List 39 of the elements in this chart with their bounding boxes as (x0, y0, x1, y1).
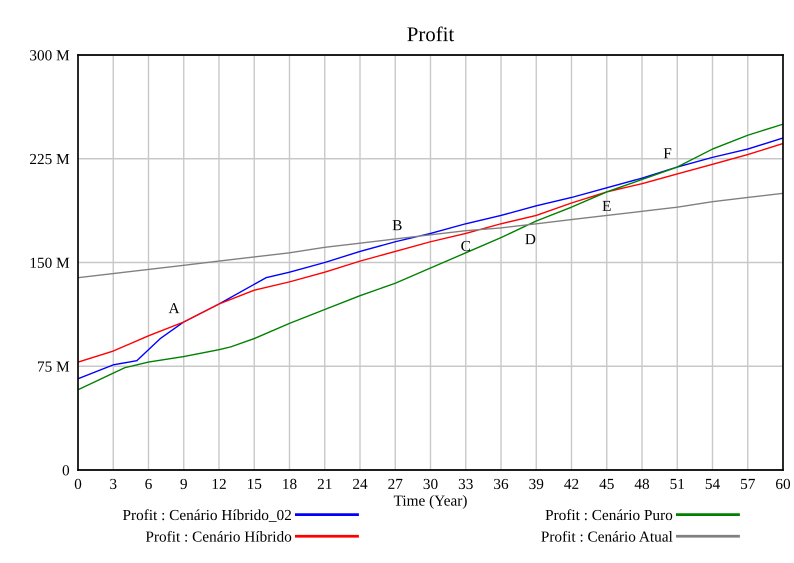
annotation: B (392, 220, 402, 230)
x-tick-label: 51 (670, 478, 684, 490)
legend-label: Profit : Cenário Híbrido_02 (122, 509, 291, 522)
x-tick-label: 0 (74, 478, 82, 490)
x-tick-label: 33 (458, 478, 473, 490)
x-tick-label: 27 (388, 478, 402, 489)
y-tick-label: 225 M (30, 154, 70, 164)
y-tick-label: 75 M (38, 362, 70, 372)
x-tick-label: 6 (145, 478, 152, 490)
x-tick-label: 9 (180, 478, 187, 490)
x-tick-label: 57 (741, 478, 755, 490)
x-tick-label: 12 (212, 478, 226, 489)
annotation: E (602, 200, 611, 211)
annotation: F (664, 148, 672, 158)
legend-label: Profit : Cenário Híbrido (146, 530, 292, 542)
x-tick-label: 3 (110, 478, 116, 490)
x-tick-label: 21 (318, 478, 332, 489)
x-tick-label: 39 (529, 478, 544, 490)
annotation: C (461, 240, 470, 252)
legend-label: Profit : Cenário Atual (541, 530, 672, 542)
y-tick-label: 300 M (30, 50, 70, 60)
x-tick-label: 30 (424, 478, 438, 490)
x-tick-label: 48 (634, 478, 650, 490)
chart-title: Profit (407, 26, 454, 42)
y-tick-label: 150 M (30, 258, 70, 268)
x-tick-label: 36 (494, 478, 508, 490)
x-tick-label: 15 (248, 478, 262, 490)
x-tick-label: 60 (776, 478, 790, 490)
x-tick-label: 18 (283, 478, 297, 490)
x-tick-label: 42 (564, 478, 578, 489)
y-tick-label: 0 (62, 465, 70, 476)
x-axis-title: Time (Year) (394, 494, 467, 509)
x-tick-label: 24 (353, 478, 368, 489)
annotation: D (525, 234, 536, 244)
x-tick-label: 54 (706, 478, 720, 490)
x-tick-label: 45 (599, 478, 614, 490)
legend-label: Profit : Cenário Puro (546, 509, 672, 520)
annotation: A (168, 303, 180, 314)
line-series (78, 192, 783, 278)
